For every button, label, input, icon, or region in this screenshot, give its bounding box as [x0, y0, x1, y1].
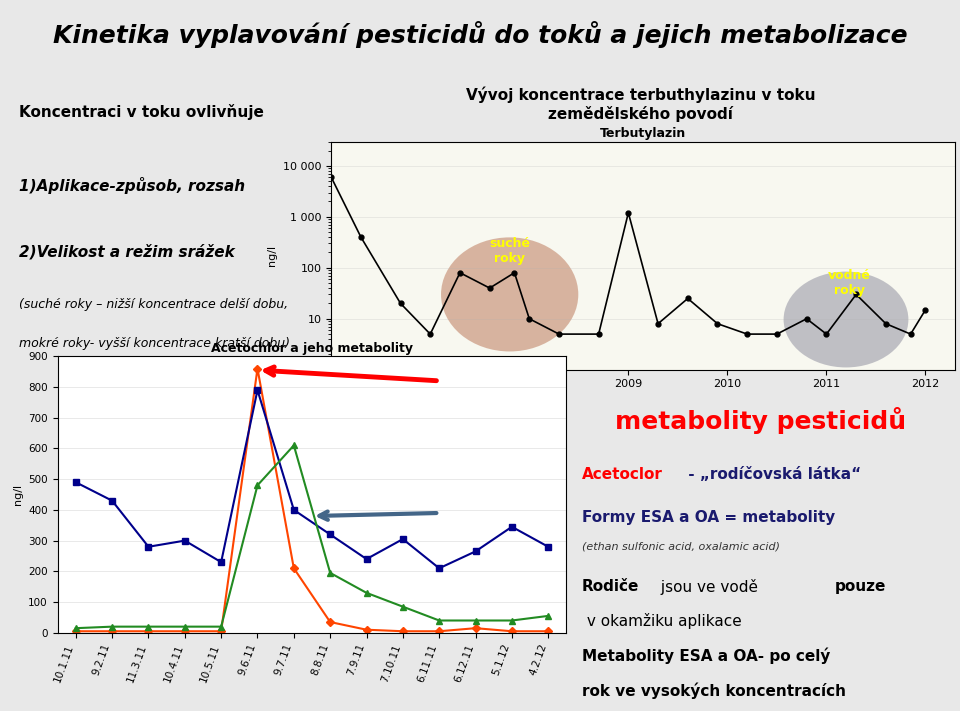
Acetochlor OA	[107, 622, 118, 631]
Acetochlor OA	[397, 602, 409, 611]
Acetochlor ESA	[179, 536, 190, 545]
Line: Acetochlor: Acetochlor	[73, 365, 551, 634]
Acetochlor ESA	[70, 478, 82, 486]
Acetochlor ESA	[434, 564, 445, 572]
Acetochlor	[542, 627, 554, 636]
Text: 1)Aplikace-způsob, rozsah: 1)Aplikace-způsob, rozsah	[19, 177, 246, 194]
Acetochlor OA	[469, 616, 481, 625]
Acetochlor	[107, 627, 118, 636]
Acetochlor OA	[434, 616, 445, 625]
Acetochlor ESA	[215, 558, 227, 567]
Text: rok ve vysokých koncentracích: rok ve vysokých koncentracích	[582, 682, 846, 698]
Y-axis label: ng/l: ng/l	[12, 484, 23, 505]
Text: jsou ve vodě: jsou ve vodě	[656, 579, 762, 595]
Y-axis label: ng/l: ng/l	[268, 245, 277, 266]
Acetochlor OA	[179, 622, 190, 631]
Text: Vývoj koncentrace terbuthylazinu v toku
zemědělského povodí: Vývoj koncentrace terbuthylazinu v toku …	[466, 87, 816, 122]
Acetochlor ESA	[542, 542, 554, 551]
Text: metabolity pesticidů: metabolity pesticidů	[615, 407, 906, 434]
Text: v okamžiku aplikace: v okamžiku aplikace	[582, 614, 742, 629]
Acetochlor ESA	[361, 555, 372, 563]
Acetochlor OA	[324, 569, 336, 577]
Acetochlor ESA	[324, 530, 336, 539]
Acetochlor	[252, 364, 263, 373]
Acetochlor OA	[542, 611, 554, 620]
Line: Acetochlor ESA: Acetochlor ESA	[73, 387, 551, 571]
Acetochlor	[70, 627, 82, 636]
Ellipse shape	[441, 237, 578, 351]
Acetochlor OA	[361, 589, 372, 597]
Line: Acetochlor OA: Acetochlor OA	[73, 443, 551, 631]
Acetochlor ESA	[469, 547, 481, 555]
Text: (ethan sulfonic acid, oxalamic acid): (ethan sulfonic acid, oxalamic acid)	[582, 542, 780, 552]
Text: mokré roky- vyšší koncentrace kratší dobu): mokré roky- vyšší koncentrace kratší dob…	[19, 338, 290, 351]
Acetochlor	[434, 627, 445, 636]
Text: 2)Velikost a režim srážek: 2)Velikost a režim srážek	[19, 244, 235, 259]
Ellipse shape	[783, 272, 908, 368]
Text: Metabolity ESA a OA- po celý: Metabolity ESA a OA- po celý	[582, 648, 830, 664]
Acetochlor	[179, 627, 190, 636]
Acetochlor OA	[215, 622, 227, 631]
Text: Kinetika vyplavování pesticidů do toků a jejich metabolizace: Kinetika vyplavování pesticidů do toků a…	[53, 21, 907, 48]
Text: - „rodíčovská látka“: - „rodíčovská látka“	[683, 466, 861, 482]
Acetochlor OA	[252, 481, 263, 490]
Acetochlor ESA	[288, 506, 300, 514]
Acetochlor ESA	[143, 542, 155, 551]
Title: Acetochlor a jeho metabolity: Acetochlor a jeho metabolity	[211, 342, 413, 355]
Acetochlor	[324, 618, 336, 626]
Acetochlor	[397, 627, 409, 636]
Text: Acetoclor: Acetoclor	[582, 466, 662, 482]
Acetochlor ESA	[252, 386, 263, 395]
Text: vodné
roky: vodné roky	[828, 269, 871, 297]
Acetochlor	[506, 627, 517, 636]
Acetochlor ESA	[397, 535, 409, 543]
Acetochlor OA	[506, 616, 517, 625]
Text: Rodiče: Rodiče	[582, 579, 639, 594]
Text: pouze: pouze	[834, 579, 886, 594]
Text: Formy ESA a OA = metabolity: Formy ESA a OA = metabolity	[582, 510, 835, 525]
Title: Terbutylazin: Terbutylazin	[600, 127, 686, 140]
Acetochlor OA	[288, 441, 300, 449]
Text: (suché roky – nižší koncentrace delší dobu,: (suché roky – nižší koncentrace delší do…	[19, 298, 288, 311]
Acetochlor ESA	[107, 496, 118, 505]
Acetochlor	[288, 564, 300, 572]
Acetochlor ESA	[506, 523, 517, 531]
Acetochlor	[143, 627, 155, 636]
Acetochlor OA	[143, 622, 155, 631]
Acetochlor OA	[70, 624, 82, 633]
Acetochlor	[215, 627, 227, 636]
Acetochlor	[361, 626, 372, 634]
Text: Koncentraci v toku ovlivňuje: Koncentraci v toku ovlivňuje	[19, 105, 264, 120]
Text: suché
roky: suché roky	[490, 237, 530, 265]
Acetochlor	[469, 624, 481, 633]
